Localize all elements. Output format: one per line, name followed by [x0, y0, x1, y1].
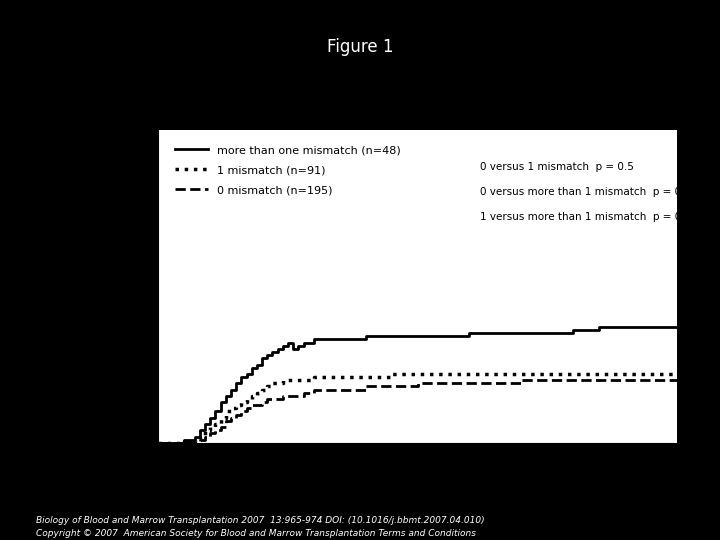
X-axis label: Days: Days [397, 471, 438, 486]
Text: Copyright © 2007  American Society for Blood and Marrow Transplantation Terms an: Copyright © 2007 American Society for Bl… [36, 529, 476, 538]
Text: Biology of Blood and Marrow Transplantation 2007  13:965-974 DOI: (10.1016/j.bbm: Biology of Blood and Marrow Transplantat… [36, 516, 485, 525]
Text: 1 versus more than 1 mismatch  p = 0.05: 1 versus more than 1 mismatch p = 0.05 [480, 212, 698, 222]
Text: 0 versus more than 1 mismatch  p = 0.004: 0 versus more than 1 mismatch p = 0.004 [480, 187, 704, 197]
Y-axis label: Cumulative incidence: Cumulative incidence [110, 218, 123, 354]
Text: Figure 1: Figure 1 [327, 38, 393, 56]
Text: 0 versus 1 mismatch  p = 0.5: 0 versus 1 mismatch p = 0.5 [480, 162, 634, 172]
Legend: more than one mismatch (n=48), 1 mismatch (n=91), 0 mismatch (n=195): more than one mismatch (n=48), 1 mismatc… [169, 138, 406, 201]
